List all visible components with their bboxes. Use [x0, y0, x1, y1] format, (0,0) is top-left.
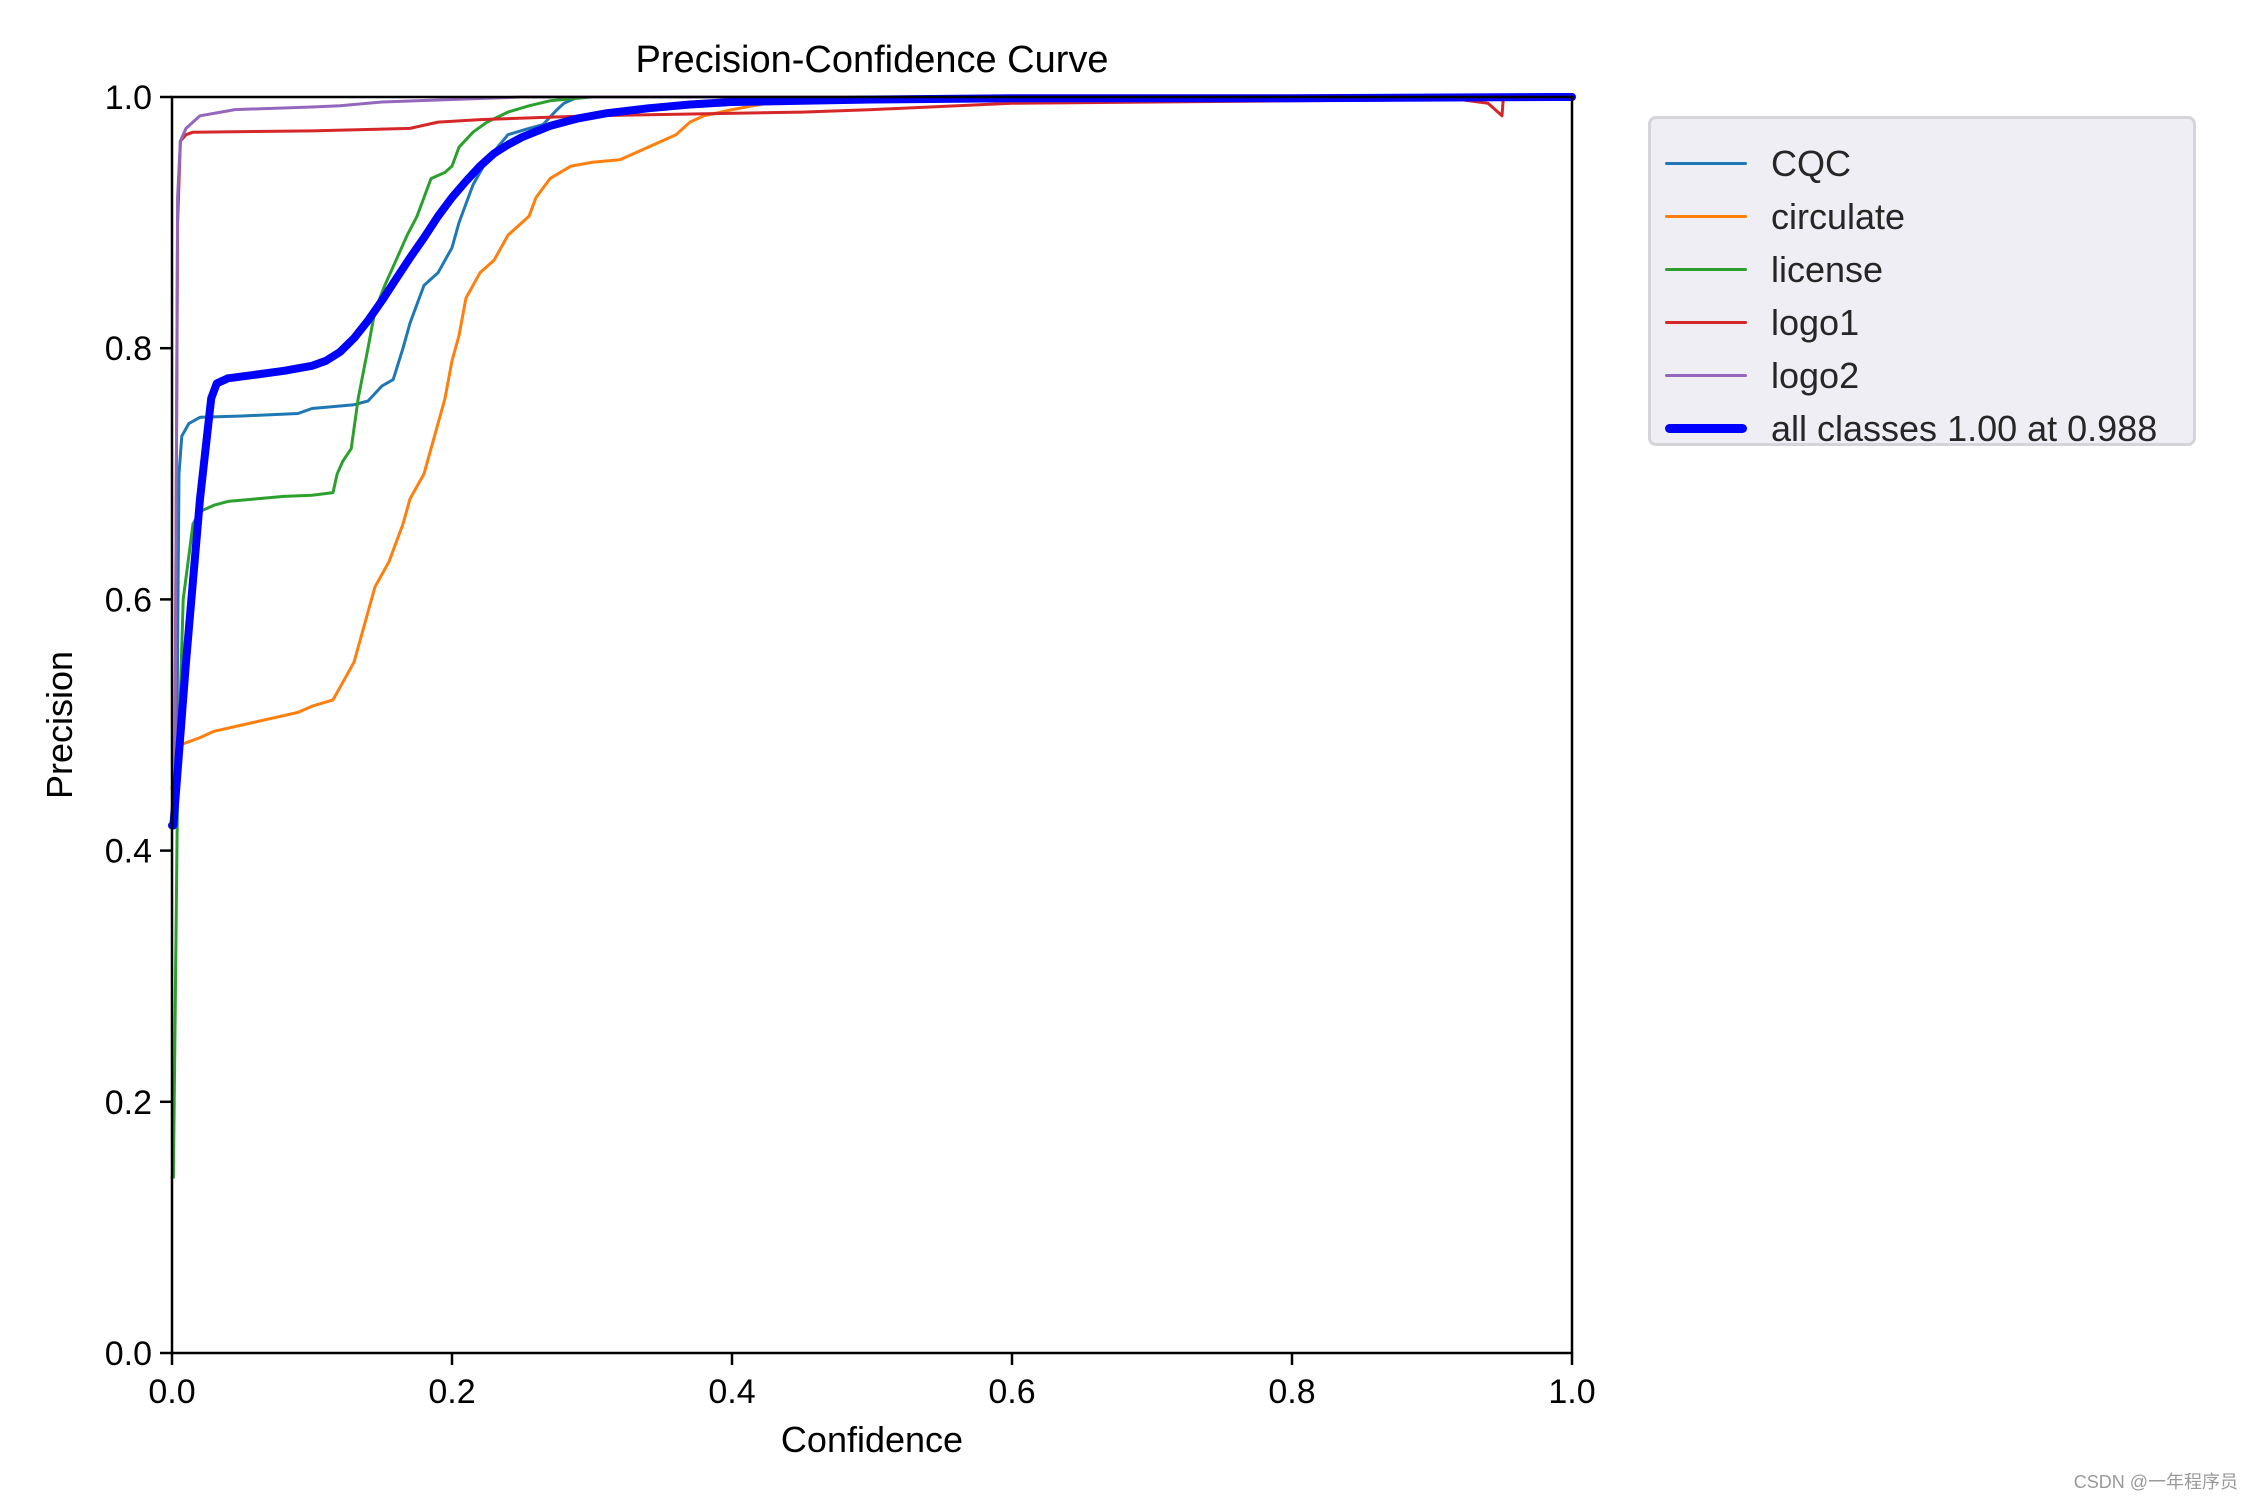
legend-label: license — [1771, 248, 1884, 290]
legend-swatch-logo1 — [1665, 321, 1747, 324]
watermark: CSDN @一年程序员 — [2073, 1472, 2238, 1492]
x-tick-label: 1.0 — [1548, 1373, 1595, 1411]
x-tick-label: 0.0 — [148, 1373, 195, 1411]
x-tick-label: 0.6 — [988, 1373, 1035, 1411]
series-line-logo2 — [170, 95, 1574, 815]
x-axis-label: Confidence — [781, 1419, 963, 1460]
series-line-circulate — [170, 95, 1574, 827]
y-tick-label: 0.8 — [105, 330, 152, 368]
legend-swatch-cqc — [1665, 162, 1747, 165]
y-tick-label: 1.0 — [105, 79, 152, 117]
axis-ticks: 0.0 0.2 0.4 0.6 0.8 1.0 0.0 0.2 0.4 0.6 0.8 1.0 — [105, 79, 1596, 1411]
x-tick-label: 0.2 — [428, 1373, 475, 1411]
y-tick-label: 0.0 — [105, 1335, 152, 1373]
legend-swatch-license — [1665, 268, 1747, 271]
legend: CQC circulate license logo1 logo2 all cl… — [1648, 116, 2196, 449]
legend-label: CQC — [1771, 142, 1851, 184]
legend-label: circulate — [1771, 195, 1906, 237]
series-line-all — [168, 93, 1576, 830]
series-line-cqc — [170, 95, 1574, 827]
series-line-logo1 — [170, 95, 1574, 790]
y-tick-label: 0.2 — [105, 1084, 152, 1122]
plot-frame — [170, 95, 1574, 1355]
y-tick-label: 0.6 — [105, 581, 152, 619]
legend-swatch-all-classes — [1665, 424, 1747, 433]
legend-swatch-logo2 — [1665, 374, 1747, 377]
series-layer — [168, 93, 1576, 1179]
chart-title: Precision-Confidence Curve — [635, 39, 1108, 81]
legend-swatch-circulate — [1665, 215, 1747, 218]
x-tick-label: 0.4 — [708, 1373, 755, 1411]
legend-label: logo2 — [1771, 354, 1860, 396]
y-axis-label: Precision — [39, 651, 80, 799]
y-tick-label: 0.4 — [105, 833, 152, 871]
legend-label: logo1 — [1771, 301, 1860, 343]
series-line-license — [170, 95, 1574, 1179]
legend-label: all classes 1.00 at 0.988 — [1771, 407, 2158, 449]
x-tick-label: 0.8 — [1268, 1373, 1315, 1411]
